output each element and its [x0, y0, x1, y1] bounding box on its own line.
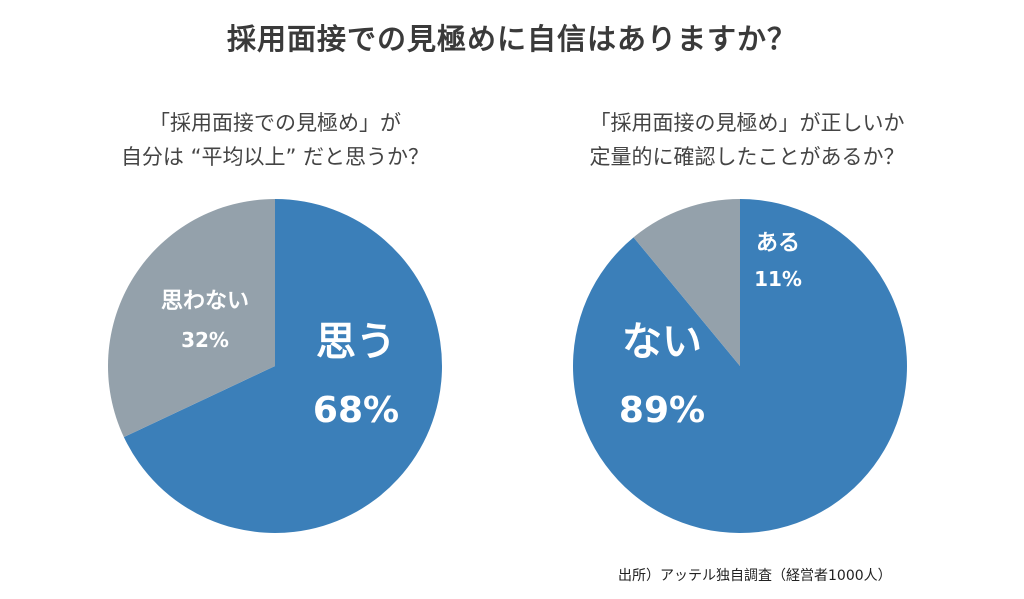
chart-2-slice-1-percent: 89%: [619, 390, 705, 431]
chart-1-subtitle-line-2: 自分は “平均以上” だと思うか？: [120, 145, 430, 169]
chart-1-slice-1: [123, 199, 442, 533]
source-note: 出所）アッテル独自調査（経営者1000人）: [618, 568, 892, 584]
chart-1-slice-1-label: 思う: [316, 319, 396, 365]
chart-1-slice-2-percent: 32%: [181, 328, 229, 352]
chart-1-slice-2-label: 思わない: [161, 289, 249, 314]
page-title: 採用面接での見極めに自信はありますか？: [226, 22, 797, 56]
chart-2-slice-2-label: ある: [756, 231, 800, 256]
chart-1-subtitle-line-1: 「採用面接での見極め」が: [149, 111, 401, 135]
chart-1-slice-1-percent: 68%: [313, 390, 399, 431]
chart-1-subtitle: 「採用面接での見極め」が 自分は “平均以上” だと思うか？: [60, 106, 490, 174]
chart-1-slice-2: [107, 198, 275, 438]
chart-2-subtitle-line-1: 「採用面接の見極め」が正しいか: [589, 111, 905, 135]
chart-2-slice-2: [633, 199, 740, 366]
chart-2-slice-2-percent: 11%: [754, 267, 802, 291]
chart-2-slice-1-label: ない: [622, 319, 702, 365]
chart-2-subtitle-line-2: 定量的に確認したことがあるか？: [589, 145, 905, 169]
chart-2-subtitle: 「採用面接の見極め」が正しいか 定量的に確認したことがあるか？: [532, 106, 962, 174]
chart-2-slice-1: [572, 199, 907, 533]
